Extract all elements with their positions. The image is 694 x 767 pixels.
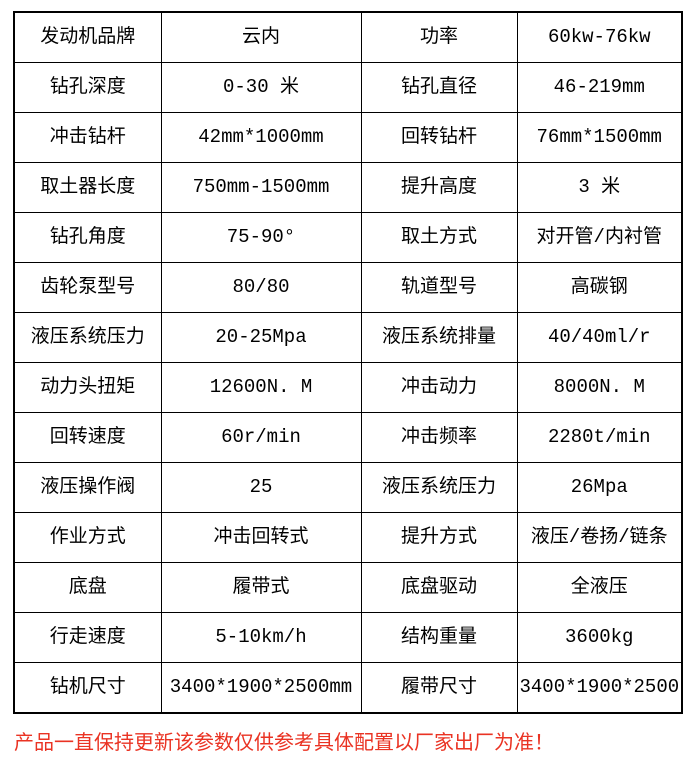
spec-label-cell: 结构重量: [360, 612, 518, 663]
spec-row: 液压系统压力 20-25Mpa 液压系统排量 40/40ml/r: [13, 312, 683, 363]
spec-label-cell: 冲击频率: [360, 412, 518, 463]
spec-label-cell: 履带尺寸: [360, 662, 518, 714]
spec-value-cell: 60r/min: [160, 412, 362, 463]
spec-row: 钻机尺寸 3400*1900*2500mm 履带尺寸 3400*1900*250…: [13, 662, 683, 714]
spec-row: 行走速度 5-10km/h 结构重量 3600kg: [13, 612, 683, 663]
spec-value-cell: 20-25Mpa: [160, 312, 362, 363]
spec-value-cell: 3600kg: [516, 612, 683, 663]
spec-value-cell: 3400*1900*2500: [516, 662, 683, 714]
spec-label-cell: 作业方式: [13, 512, 162, 563]
spec-label-cell: 液压系统排量: [360, 312, 518, 363]
spec-label-cell: 液压系统压力: [360, 462, 518, 513]
spec-value-cell: 26Mpa: [516, 462, 683, 513]
spec-row: 底盘 履带式 底盘驱动 全液压: [13, 562, 683, 613]
spec-label-cell: 底盘: [13, 562, 162, 613]
spec-label-cell: 发动机品牌: [13, 11, 162, 63]
spec-value-cell: 76mm*1500mm: [516, 112, 683, 163]
spec-value-cell: 8000N. M: [516, 362, 683, 413]
spec-label-cell: 冲击钻杆: [13, 112, 162, 163]
spec-value-cell: 25: [160, 462, 362, 513]
disclaimer-text: 产品一直保持更新该参数仅供参考具体配置以厂家出厂为准！: [14, 733, 554, 756]
spec-value-cell: 12600N. M: [160, 362, 362, 413]
spec-value-cell: 云内: [160, 11, 362, 63]
spec-table-container: 发动机品牌 云内 功率 60kw-76kw 钻孔深度 0-30 米 钻孔直径 4…: [13, 11, 683, 714]
spec-label-cell: 轨道型号: [360, 262, 518, 313]
spec-row: 作业方式 冲击回转式 提升方式 液压/卷扬/链条: [13, 512, 683, 563]
spec-row: 钻孔角度 75-90° 取土方式 对开管/内衬管: [13, 212, 683, 263]
spec-value-cell: 40/40ml/r: [516, 312, 683, 363]
spec-label-cell: 提升高度: [360, 162, 518, 213]
spec-label-cell: 回转钻杆: [360, 112, 518, 163]
spec-row: 发动机品牌 云内 功率 60kw-76kw: [13, 11, 683, 63]
spec-row: 冲击钻杆 42mm*1000mm 回转钻杆 76mm*1500mm: [13, 112, 683, 163]
spec-value-cell: 750mm-1500mm: [160, 162, 362, 213]
spec-label-cell: 底盘驱动: [360, 562, 518, 613]
spec-label-cell: 动力头扭矩: [13, 362, 162, 413]
spec-value-cell: 5-10km/h: [160, 612, 362, 663]
spec-value-cell: 60kw-76kw: [516, 11, 683, 63]
spec-value-cell: 液压/卷扬/链条: [516, 512, 683, 563]
spec-value-cell: 80/80: [160, 262, 362, 313]
spec-row: 动力头扭矩 12600N. M 冲击动力 8000N. M: [13, 362, 683, 413]
spec-label-cell: 提升方式: [360, 512, 518, 563]
spec-value-cell: 42mm*1000mm: [160, 112, 362, 163]
spec-value-cell: 高碳钢: [516, 262, 683, 313]
spec-value-cell: 3400*1900*2500mm: [160, 662, 362, 714]
spec-value-cell: 履带式: [160, 562, 362, 613]
spec-label-cell: 冲击动力: [360, 362, 518, 413]
spec-label-cell: 钻孔角度: [13, 212, 162, 263]
spec-value-cell: 对开管/内衬管: [516, 212, 683, 263]
spec-value-cell: 0-30 米: [160, 62, 362, 113]
spec-label-cell: 液压操作阀: [13, 462, 162, 513]
spec-label-cell: 功率: [360, 11, 518, 63]
spec-label-cell: 取土器长度: [13, 162, 162, 213]
spec-label-cell: 回转速度: [13, 412, 162, 463]
spec-label-cell: 钻孔深度: [13, 62, 162, 113]
spec-row: 钻孔深度 0-30 米 钻孔直径 46-219mm: [13, 62, 683, 113]
spec-label-cell: 液压系统压力: [13, 312, 162, 363]
spec-label-cell: 齿轮泵型号: [13, 262, 162, 313]
spec-value-cell: 75-90°: [160, 212, 362, 263]
spec-value-cell: 全液压: [516, 562, 683, 613]
spec-value-cell: 2280t/min: [516, 412, 683, 463]
spec-row: 取土器长度 750mm-1500mm 提升高度 3 米: [13, 162, 683, 213]
spec-value-cell: 冲击回转式: [160, 512, 362, 563]
spec-table: 发动机品牌 云内 功率 60kw-76kw 钻孔深度 0-30 米 钻孔直径 4…: [13, 11, 683, 714]
spec-label-cell: 取土方式: [360, 212, 518, 263]
spec-label-cell: 钻机尺寸: [13, 662, 162, 714]
spec-row: 回转速度 60r/min 冲击频率 2280t/min: [13, 412, 683, 463]
spec-label-cell: 行走速度: [13, 612, 162, 663]
spec-value-cell: 46-219mm: [516, 62, 683, 113]
spec-row: 液压操作阀 25 液压系统压力 26Mpa: [13, 462, 683, 513]
spec-value-cell: 3 米: [516, 162, 683, 213]
spec-label-cell: 钻孔直径: [360, 62, 518, 113]
spec-row: 齿轮泵型号 80/80 轨道型号 高碳钢: [13, 262, 683, 313]
